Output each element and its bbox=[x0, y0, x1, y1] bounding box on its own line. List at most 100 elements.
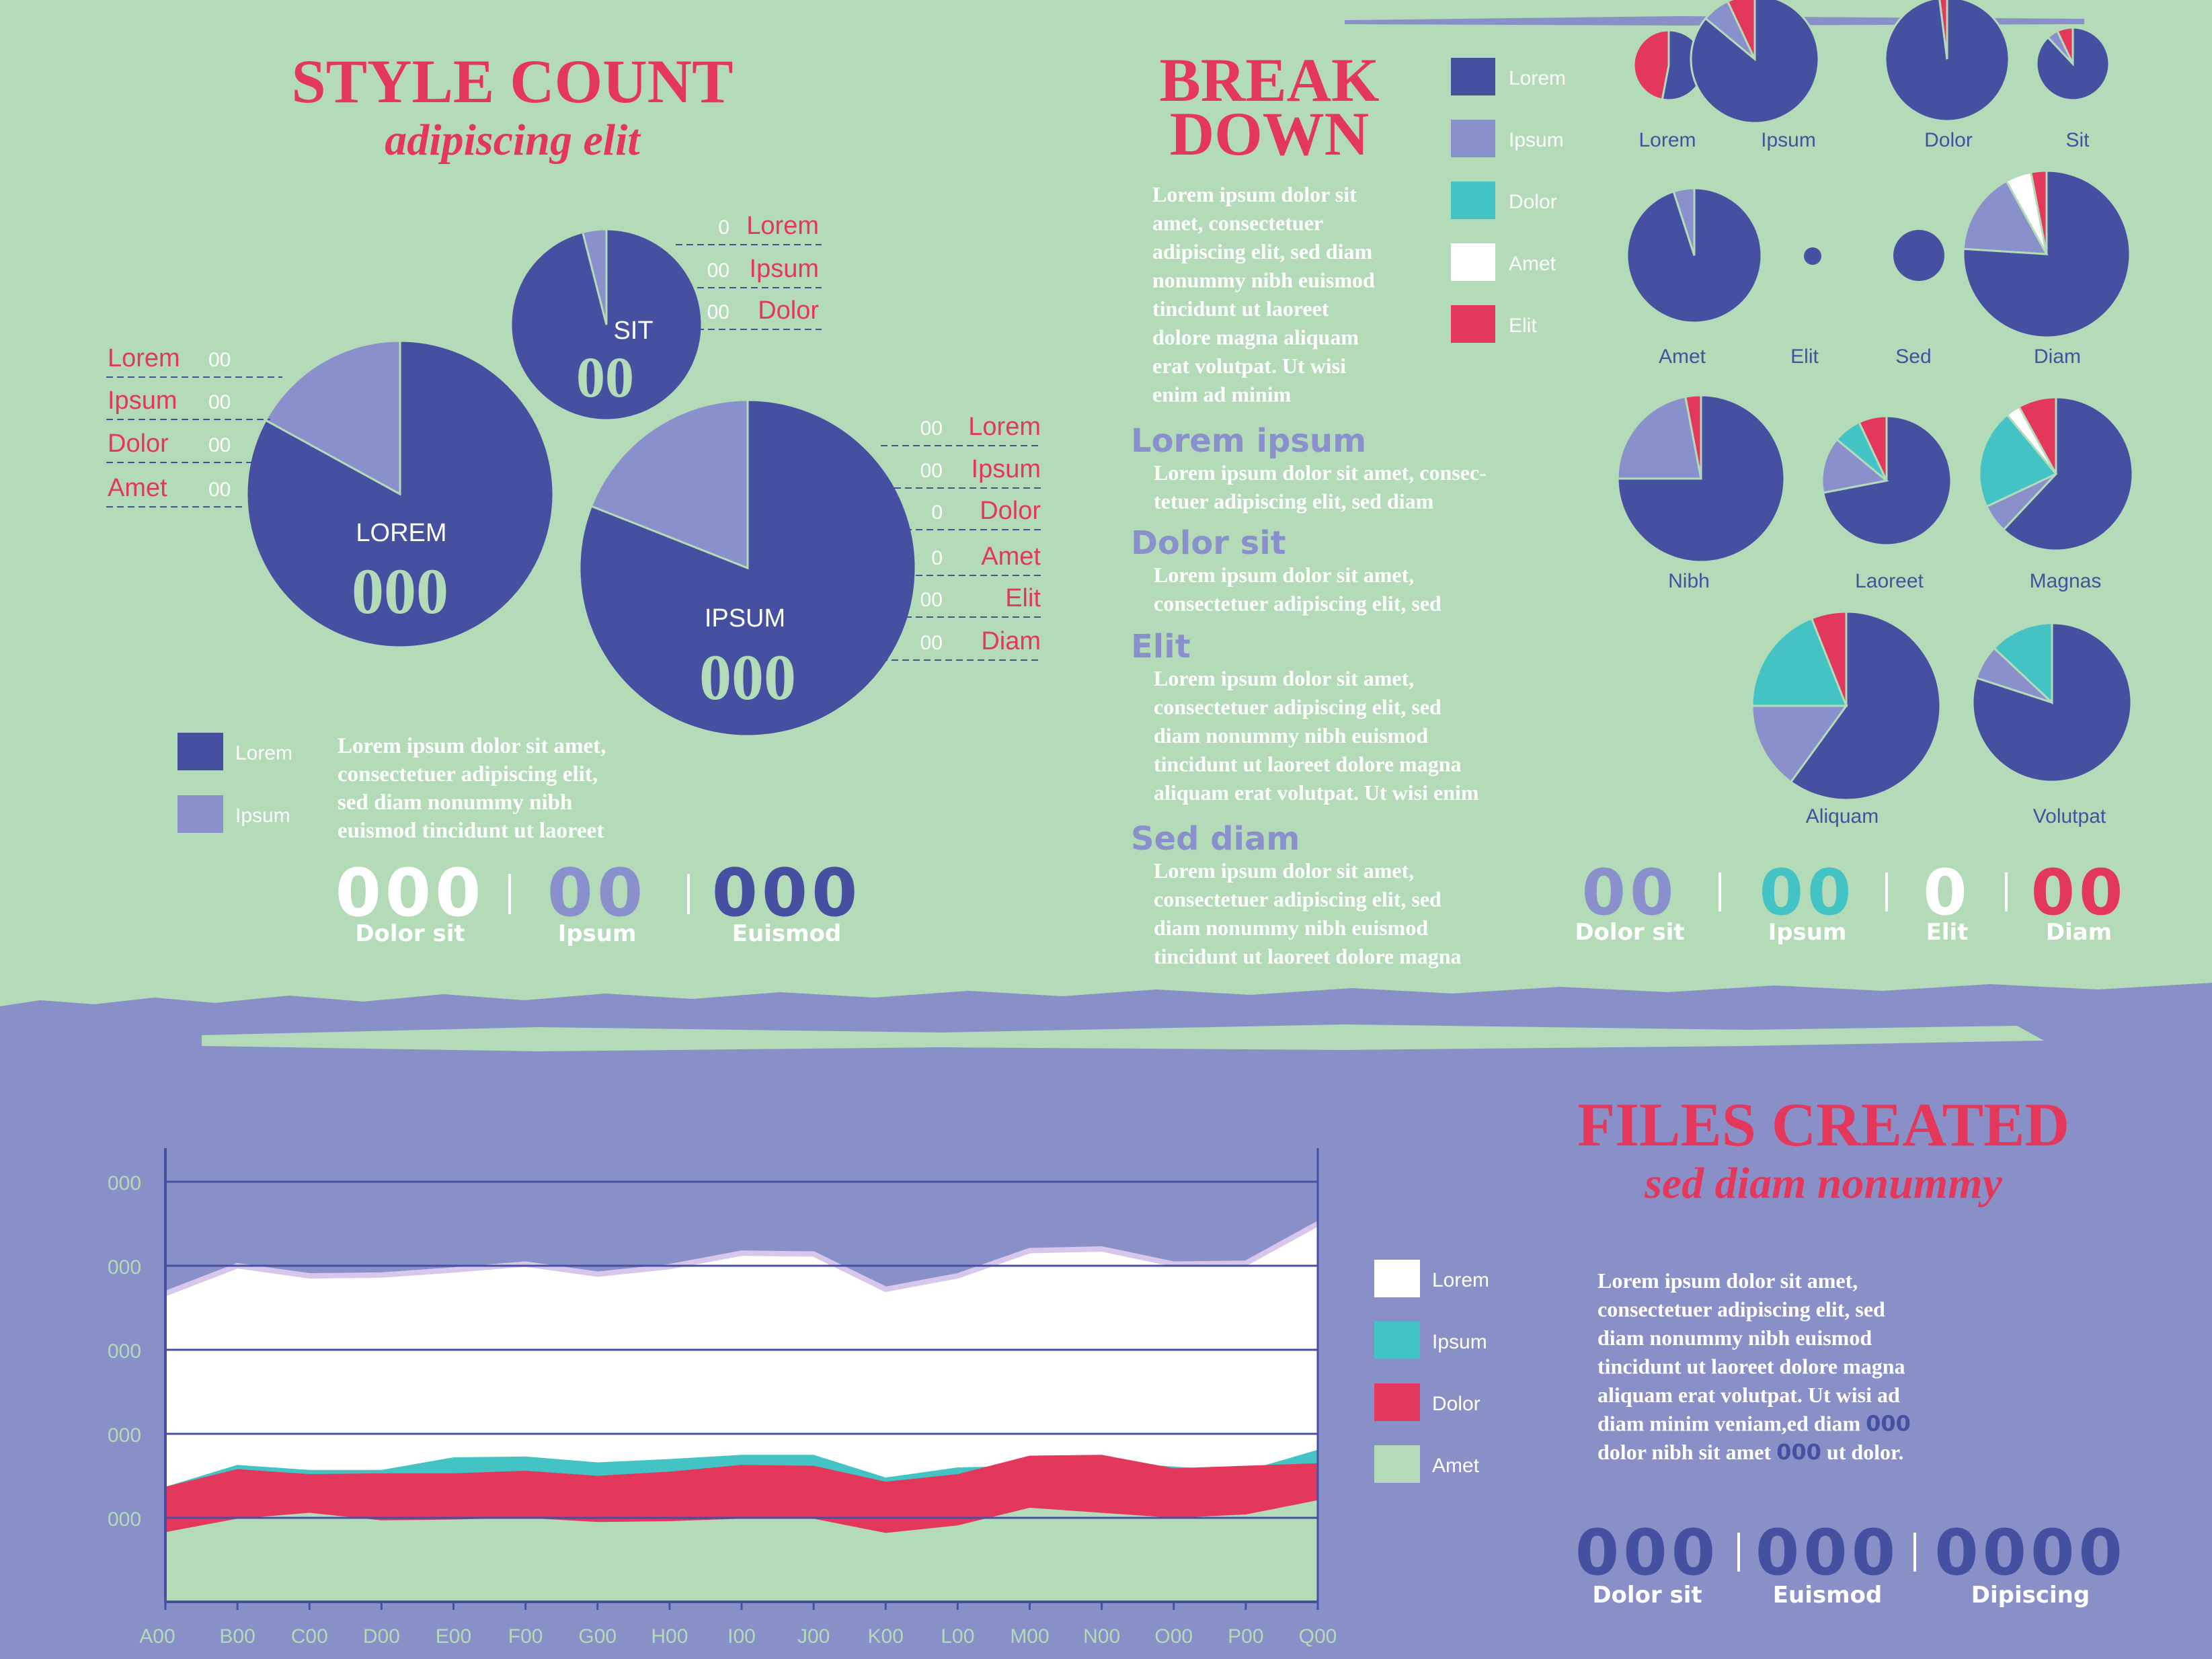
style-legend-label-ipsum: Ipsum bbox=[235, 805, 290, 827]
area-x-tick-label: M00 bbox=[1010, 1625, 1049, 1648]
area-x-tick-label: A00 bbox=[139, 1625, 175, 1648]
breakdown-pie-aliquam-slice-elit bbox=[1810, 610, 1848, 706]
files-legend-label-ipsum: Ipsum bbox=[1432, 1331, 1487, 1353]
breakdown-pie-dolor bbox=[1884, 0, 2010, 122]
area-x-tick-label: O00 bbox=[1154, 1625, 1193, 1648]
breakdown-pie-label-elit: Elit bbox=[1790, 346, 1819, 368]
breakdown-pie-lorem-slice-elit bbox=[1632, 29, 1670, 101]
breakdown-pie-elit bbox=[1804, 247, 1821, 265]
files-legend-label-amet: Amet bbox=[1432, 1455, 1480, 1477]
breakdown-legend-label-lorem: Lorem bbox=[1509, 67, 1566, 89]
breakdown-pie-label-ipsum: Ipsum bbox=[1761, 129, 1816, 151]
breakdown-stat-label-ipsum: Ipsum bbox=[1768, 919, 1847, 946]
breakdown-title-line1: BREAK bbox=[1159, 46, 1379, 114]
style-stat-label-dolor-sit: Dolor sit bbox=[355, 920, 465, 947]
style-legend-label-lorem: Lorem bbox=[235, 742, 292, 764]
breakdown-section-line: tincidunt ut laoreet dolore magna bbox=[1154, 752, 1461, 776]
breakdown-pie-volutpat-slice-dolor bbox=[1992, 622, 2053, 705]
breakdown-pie-sit-slice-elit bbox=[2056, 26, 2074, 65]
breakdown-pie-diam-slice-ipsum bbox=[1962, 179, 2049, 255]
breakdown-pie-sed-slice-lorem bbox=[1893, 230, 1944, 281]
callout-right-label-ipsum: Ipsum bbox=[972, 455, 1041, 483]
breakdown-section-line: Lorem ipsum dolor sit amet, consec- bbox=[1154, 460, 1487, 485]
callout-left-label-amet: Amet bbox=[108, 474, 167, 502]
files-paragraph-line: Lorem ipsum dolor sit amet, bbox=[1597, 1268, 1858, 1293]
breakdown-pie-aliquam-slice-ipsum bbox=[1751, 704, 1848, 784]
breakdown-pie-diam bbox=[1962, 169, 2131, 339]
files-legend-swatch-amet bbox=[1374, 1445, 1420, 1483]
pie-sit-value: 00 bbox=[576, 345, 634, 409]
files-legend-swatch-dolor bbox=[1374, 1383, 1420, 1421]
pie-ipsum-slice-ipsum bbox=[590, 399, 749, 570]
area-x-tick-label: B00 bbox=[219, 1625, 255, 1648]
style-count-subtitle: adipiscing elit bbox=[385, 116, 641, 165]
area-x-tick-label: I00 bbox=[727, 1625, 756, 1648]
files-created-subtitle: sed diam nonummy bbox=[1644, 1159, 2002, 1208]
callout-sit-value-dolor: 00 bbox=[707, 301, 729, 323]
area-x-tick-label: N00 bbox=[1083, 1625, 1120, 1648]
pie-sit-slice-ipsum bbox=[581, 228, 608, 325]
breakdown-section-line: tincidunt ut laoreet dolore magna bbox=[1154, 944, 1461, 969]
breakdown-pie-sit bbox=[2035, 26, 2110, 102]
breakdown-stat-label-dolor-sit: Dolor sit bbox=[1575, 919, 1684, 946]
breakdown-pie-dolor-slice-lorem bbox=[1884, 0, 2010, 122]
files-paragraph-number: 000 bbox=[1776, 1439, 1821, 1465]
callout-right-label-amet: Amet bbox=[981, 542, 1041, 571]
files-paragraph-line: diam minim veniam,ed diam 000 bbox=[1597, 1411, 1911, 1437]
callout-left-label-lorem: Lorem bbox=[108, 344, 180, 372]
breakdown-pie-aliquam bbox=[1751, 610, 1942, 801]
callout-sit-value-lorem: 0 bbox=[718, 216, 729, 239]
pie-sit bbox=[510, 228, 703, 421]
files-stat-label-dolor-sit: Dolor sit bbox=[1592, 1582, 1702, 1609]
breakdown-legend-label-amet: Amet bbox=[1509, 253, 1556, 275]
breakdown-pie-laoreet bbox=[1821, 415, 1952, 547]
style-legend-swatch-lorem bbox=[177, 733, 223, 770]
breakdown-pie-label-nibh: Nibh bbox=[1668, 570, 1710, 592]
breakdown-section-line: Lorem ipsum dolor sit amet, bbox=[1154, 666, 1414, 690]
files-paragraph-text: ut dolor. bbox=[1821, 1440, 1903, 1464]
breakdown-intro-line: amet, consectetuer bbox=[1152, 211, 1323, 235]
breakdown-pie-aliquam-slice-lorem bbox=[1789, 610, 1942, 801]
breakdown-pie-ipsum bbox=[1690, 0, 1820, 124]
area-x-tick-label: K00 bbox=[868, 1625, 904, 1648]
callout-sit-label-ipsum: Ipsum bbox=[750, 255, 819, 283]
files-stat-value-euismod: 000 bbox=[1755, 1516, 1899, 1590]
breakdown-pie-volutpat bbox=[1971, 622, 2133, 783]
style-count-title: STYLE COUNT bbox=[292, 47, 734, 116]
callout-right-value-diam: 00 bbox=[920, 632, 943, 654]
breakdown-section-line: consectetuer adipiscing elit, sed bbox=[1154, 695, 1441, 719]
area-lorem-outline bbox=[164, 1221, 1319, 1297]
breakdown-pie-nibh-slice-elit bbox=[1684, 394, 1702, 479]
breakdown-intro-line: adipiscing elit, sed diam bbox=[1152, 239, 1373, 264]
pie-lorem bbox=[245, 339, 555, 649]
breakdown-pie-magnas-slice-dolor bbox=[1978, 413, 2058, 508]
breakdown-pie-laoreet-slice-elit bbox=[1858, 415, 1888, 481]
brush-stroke-green bbox=[202, 1024, 2044, 1051]
files-paragraph-text: diam nonummy nibh euismod bbox=[1597, 1326, 1872, 1350]
pie-sit-label: SIT bbox=[613, 317, 653, 345]
callout-sit-value-ipsum: 00 bbox=[707, 259, 729, 282]
callout-left-label-dolor: Dolor bbox=[108, 430, 169, 458]
area-x-tick-label: G00 bbox=[578, 1625, 617, 1648]
breakdown-section-line: consectetuer adipiscing elit, sed bbox=[1154, 592, 1441, 616]
breakdown-pie-volutpat-slice-lorem bbox=[1971, 622, 2133, 783]
breakdown-pie-diam-slice-elit bbox=[2030, 169, 2048, 255]
breakdown-pie-amet-slice-ipsum bbox=[1672, 187, 1696, 256]
files-paragraph-number: 000 bbox=[1866, 1411, 1911, 1437]
files-paragraph-text: diam minim veniam,ed diam bbox=[1597, 1412, 1866, 1436]
files-stat-value-dolor-sit: 000 bbox=[1575, 1516, 1719, 1590]
files-legend-swatch-ipsum bbox=[1374, 1322, 1420, 1359]
callout-right-value-lorem: 00 bbox=[920, 417, 943, 440]
breakdown-pie-ipsum-slice-lorem bbox=[1690, 0, 1820, 124]
breakdown-section-heading: Elit bbox=[1131, 628, 1191, 665]
breakdown-pie-label-lorem: Lorem bbox=[1638, 129, 1696, 151]
style-stat-value-euismod: 000 bbox=[712, 855, 862, 932]
breakdown-section-heading: Dolor sit bbox=[1131, 524, 1286, 562]
area-x-tick-label: H00 bbox=[651, 1625, 688, 1648]
files-paragraph-line: aliquam erat volutpat. Ut wisi ad bbox=[1597, 1383, 1900, 1407]
callout-left-value-dolor: 00 bbox=[208, 434, 231, 456]
breakdown-section-line: diam nonummy nibh euismod bbox=[1154, 723, 1428, 747]
breakdown-section-line: aliquam erat volutpat. Ut wisi enim bbox=[1154, 780, 1479, 805]
files-legend-swatch-lorem bbox=[1374, 1260, 1420, 1297]
